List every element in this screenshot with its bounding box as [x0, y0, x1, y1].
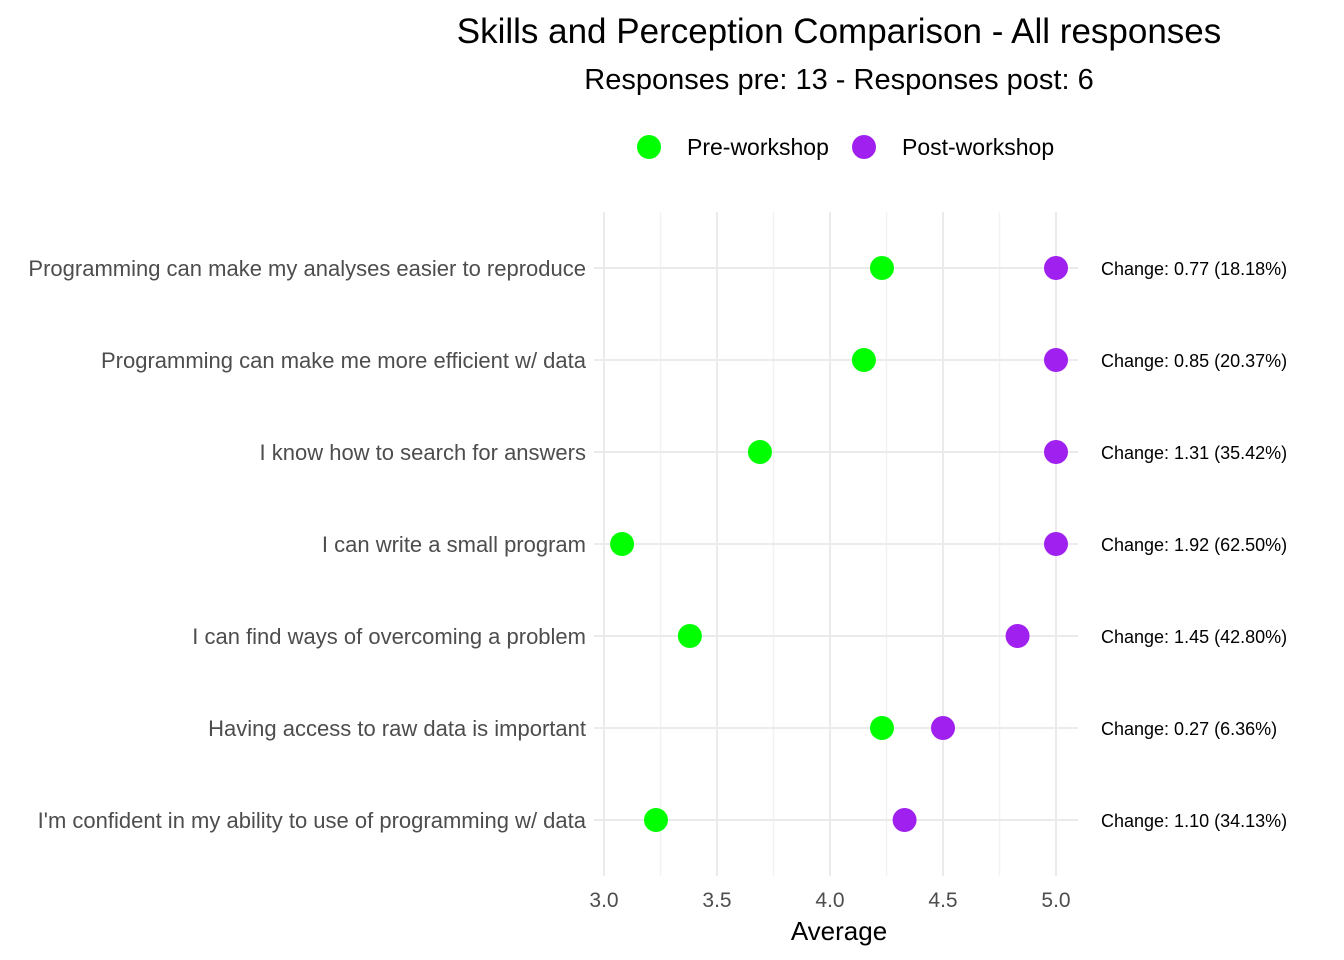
point-post-workshop [1044, 532, 1068, 556]
category-label: Programming can make me more efficient w… [101, 348, 587, 373]
category-label: I can write a small program [322, 532, 586, 557]
change-label: Change: 0.27 (6.36%) [1101, 719, 1277, 739]
category-label: I'm confident in my ability to use of pr… [38, 808, 587, 833]
legend-label-pre-workshop: Pre-workshop [687, 134, 829, 160]
x-tick-label: 3.0 [589, 889, 618, 912]
x-tick-label: 5.0 [1041, 889, 1070, 912]
legend-marker-pre-workshop [637, 135, 661, 159]
point-post-workshop [892, 808, 917, 832]
legend: Pre-workshop Post-workshop [637, 134, 1054, 160]
category-label: Programming can make my analyses easier … [28, 256, 586, 281]
x-tick-label: 4.5 [928, 889, 957, 912]
x-axis-title: Average [791, 916, 887, 946]
change-annotations: Change: 0.77 (18.18%) Change: 0.85 (20.37… [1101, 259, 1287, 831]
change-label: Change: 1.31 (35.42%) [1101, 443, 1287, 463]
x-axis-tick-labels: 3.0 3.5 4.0 4.5 5.0 [589, 889, 1070, 912]
category-labels: Programming can make my analyses easier … [28, 256, 586, 833]
category-gridlines [594, 267, 1078, 821]
point-post-workshop [1005, 624, 1030, 648]
legend-label-post-workshop: Post-workshop [902, 134, 1054, 160]
legend-marker-post-workshop [852, 135, 876, 159]
category-label: Having access to raw data is important [208, 716, 586, 741]
x-tick-label: 3.5 [702, 889, 731, 912]
x-tick-label: 4.0 [815, 889, 844, 912]
point-pre-workshop [610, 532, 635, 556]
point-pre-workshop [851, 348, 876, 372]
category-label: I know how to search for answers [260, 440, 586, 465]
category-label: I can find ways of overcoming a problem [192, 624, 586, 649]
point-pre-workshop [747, 440, 772, 464]
point-pre-workshop [869, 256, 894, 280]
data-points [610, 256, 1068, 832]
change-label: Change: 1.92 (62.50%) [1101, 535, 1287, 555]
point-pre-workshop [869, 716, 894, 740]
chart-title: Skills and Perception Comparison - All r… [457, 12, 1222, 51]
change-label: Change: 0.85 (20.37%) [1101, 351, 1287, 371]
point-pre-workshop [677, 624, 702, 648]
point-post-workshop [1044, 440, 1068, 464]
point-post-workshop [1044, 348, 1068, 372]
point-post-workshop [1044, 256, 1068, 280]
chart-subtitle: Responses pre: 13 - Responses post: 6 [584, 64, 1093, 96]
point-pre-workshop [643, 808, 668, 832]
point-post-workshop [931, 716, 955, 740]
change-label: Change: 1.45 (42.80%) [1101, 627, 1287, 647]
change-label: Change: 0.77 (18.18%) [1101, 259, 1287, 279]
change-label: Change: 1.10 (34.13%) [1101, 811, 1287, 831]
